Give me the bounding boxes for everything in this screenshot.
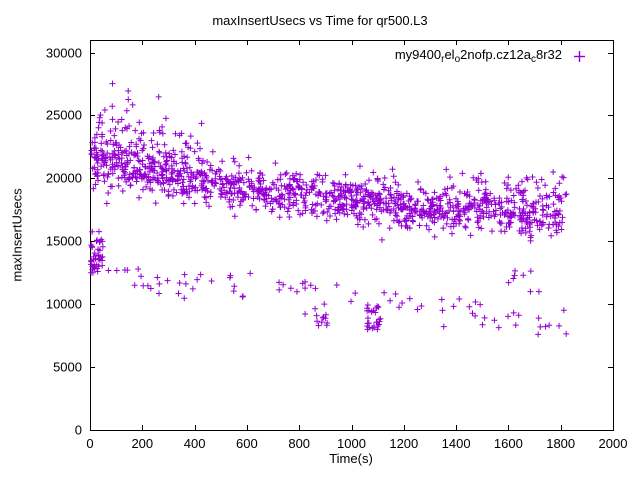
x-tick-label: 1000	[337, 436, 366, 451]
y-tick-label: 10000	[45, 296, 82, 312]
y-axis-label: maxInsertUsecs	[9, 188, 25, 282]
y-tick-label: 25000	[45, 107, 82, 123]
x-tick-label: 1800	[546, 436, 576, 451]
x-tick-label: 1400	[441, 436, 471, 451]
legend: my9400relo2nofp.cz12ac8r32	[395, 47, 585, 65]
y-tick-label: 15000	[45, 233, 82, 249]
legend-plus-marker-icon	[574, 50, 585, 62]
x-tick-label: 1600	[493, 436, 523, 451]
x-tick-label: 0	[86, 436, 94, 451]
y-tick-label: 20000	[45, 170, 82, 186]
x-tick-label: 800	[288, 436, 311, 451]
x-tick-label: 400	[183, 436, 206, 451]
x-tick-label: 200	[131, 436, 154, 451]
x-tick-label: 2000	[598, 436, 628, 451]
y-tick-label: 30000	[45, 45, 82, 61]
x-tick-label: 1200	[389, 436, 419, 451]
y-tick-label: 0	[74, 422, 82, 438]
x-axis-label: Time(s)	[329, 451, 373, 466]
y-tick-label: 5000	[53, 359, 82, 375]
chart-title: maxInsertUsecs vs Time for qr500.L3	[212, 13, 428, 28]
legend-label: my9400relo2nofp.cz12ac8r32	[394, 47, 562, 65]
x-tick-label: 600	[236, 436, 258, 451]
